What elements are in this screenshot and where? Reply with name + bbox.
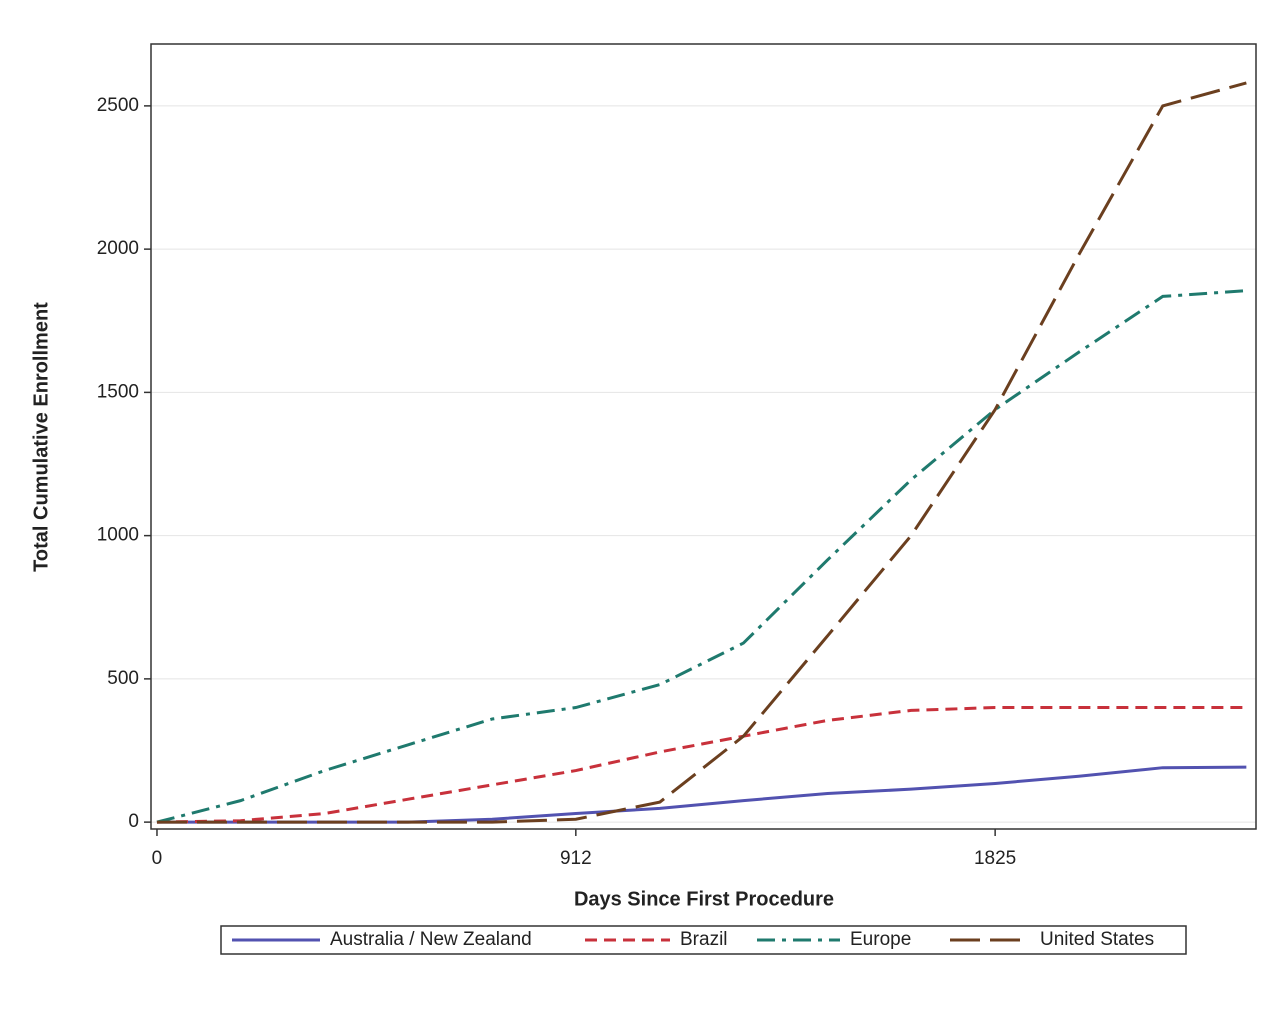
plot-frame: [150, 43, 1257, 830]
y-axis-label: Total Cumulative Enrollment: [30, 302, 52, 572]
y-tick-label: 2500: [97, 95, 139, 116]
y-tick-label: 1000: [97, 525, 139, 546]
y-tick-label: 2000: [97, 238, 139, 259]
x-tick-label: 1825: [974, 848, 1016, 869]
y-tick-label: 500: [107, 668, 139, 689]
legend-label: Europe: [850, 929, 911, 950]
series-line: [156, 81, 1247, 824]
legend-box: [220, 925, 1187, 955]
series-line: [156, 289, 1247, 824]
legend-label: Brazil: [680, 929, 728, 950]
x-tick-label: 912: [560, 848, 592, 869]
y-tick-label: 0: [128, 811, 139, 832]
legend-label: Australia / New Zealand: [330, 929, 532, 950]
series-line: [156, 706, 1247, 824]
legend-label: United States: [1040, 929, 1154, 950]
x-tick-label: 0: [152, 848, 163, 869]
x-axis-label: Days Since First Procedure: [574, 888, 834, 910]
y-tick-label: 1500: [97, 381, 139, 402]
